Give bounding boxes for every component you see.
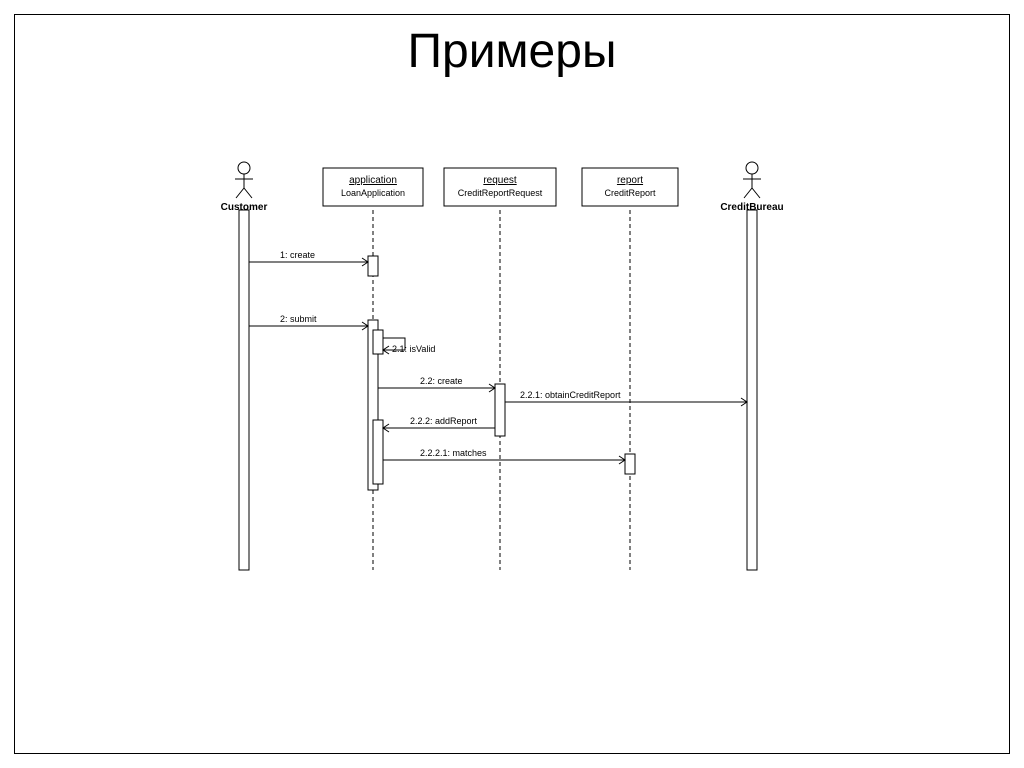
object-name: report [617, 175, 643, 186]
activation-bar [373, 420, 383, 484]
message-label: 2.2.2: addReport [410, 416, 478, 426]
object-class: CreditReportRequest [458, 188, 543, 198]
message-label: 2.1: isValid [392, 344, 435, 354]
activation-bar [747, 210, 757, 570]
message-label: 1: create [280, 250, 315, 260]
activation-bar [368, 256, 378, 276]
message-label: 2.2: create [420, 376, 463, 386]
activation-bar [625, 454, 635, 474]
message-label: 2.2.1: obtainCreditReport [520, 390, 621, 400]
object-box [323, 168, 423, 206]
activation-bar [495, 384, 505, 436]
activation-bar [373, 330, 383, 354]
object-name: request [483, 175, 517, 186]
sequence-diagram: CustomerapplicationLoanApplicationreques… [0, 0, 1024, 768]
object-name: application [349, 175, 397, 186]
message-label: 2.2.2.1: matches [420, 448, 487, 458]
object-box [582, 168, 678, 206]
object-box [444, 168, 556, 206]
activation-bar [239, 210, 249, 570]
object-class: LoanApplication [341, 188, 405, 198]
object-class: CreditReport [604, 188, 656, 198]
message-label: 2: submit [280, 314, 317, 324]
